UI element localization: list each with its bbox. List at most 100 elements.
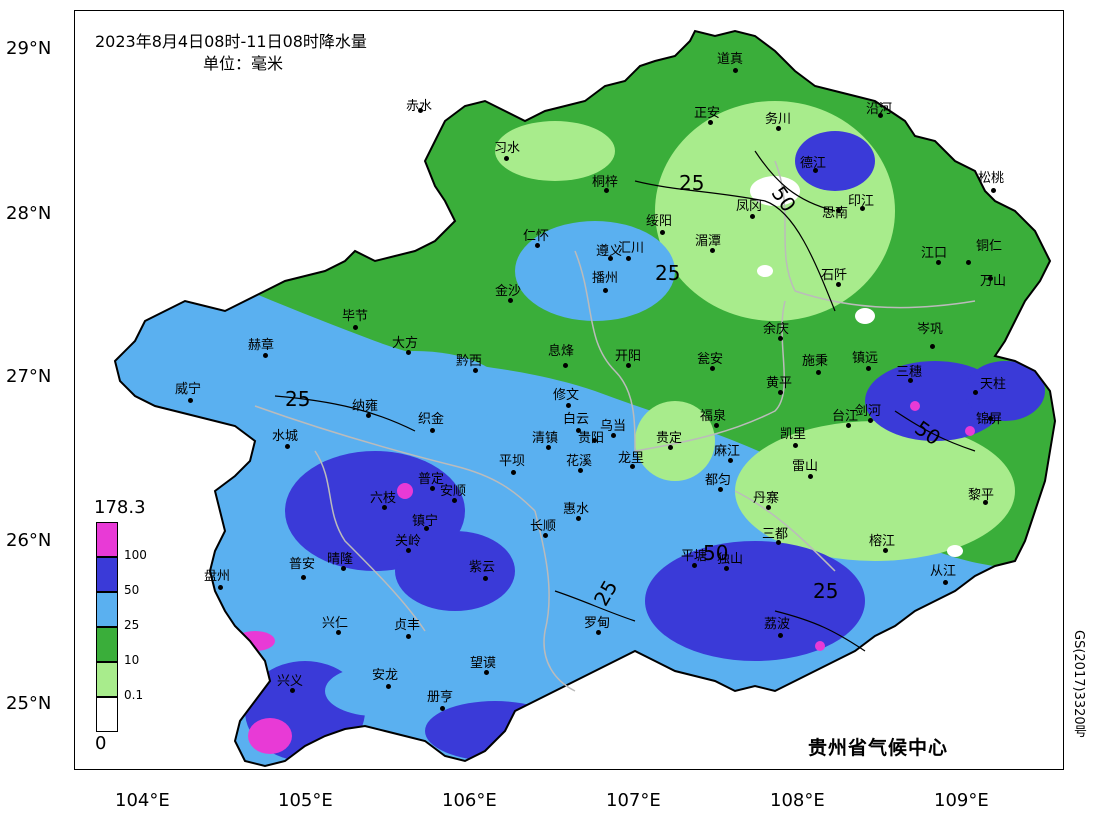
city-marker: [301, 575, 306, 580]
city-label: 沿河: [866, 102, 893, 117]
precipitation-map: [113, 29, 1057, 768]
city-label: 麻江: [714, 444, 741, 459]
city-label: 湄潭: [695, 234, 722, 249]
lat-label-29: 29°N: [6, 38, 52, 59]
city-label: 普定: [418, 472, 445, 487]
city-marker: [776, 540, 781, 545]
legend-label: 100: [124, 548, 147, 562]
city-marker: [766, 505, 771, 510]
city-marker: [930, 344, 935, 349]
city-marker: [808, 474, 813, 479]
city-marker: [714, 423, 719, 428]
city-label: 务川: [765, 112, 792, 127]
city-label: 水城: [272, 429, 299, 444]
city-marker: [576, 516, 581, 521]
city-label: 正安: [694, 106, 721, 121]
city-marker: [440, 706, 445, 711]
city-label: 榕江: [869, 534, 896, 549]
city-label: 播州: [592, 271, 619, 286]
legend-swatch: [96, 627, 118, 662]
city-marker: [868, 418, 873, 423]
city-label: 乌当: [600, 419, 627, 434]
city-label: 金沙: [495, 284, 522, 299]
city-label: 罗甸: [584, 616, 611, 631]
city-label: 遵义: [596, 244, 623, 259]
city-label: 贵阳: [578, 431, 605, 446]
map-frame: 25 50 25 25 50 50 25 25: [74, 10, 1064, 770]
lat-label-26: 26°N: [6, 530, 52, 551]
city-marker: [626, 256, 631, 261]
province-boundary: [113, 29, 1057, 768]
legend-swatch: [96, 697, 118, 732]
city-label: 花溪: [566, 454, 593, 469]
city-marker: [341, 566, 346, 571]
city-label: 织金: [418, 412, 445, 427]
city-marker: [988, 416, 993, 421]
city-marker: [816, 370, 821, 375]
city-marker: [966, 260, 971, 265]
legend-swatch: [96, 662, 118, 697]
city-label: 修文: [553, 388, 580, 403]
prefecture-boundaries: [254, 160, 976, 692]
city-label: 纳雍: [352, 399, 379, 414]
city-marker: [860, 206, 865, 211]
city-marker: [604, 188, 609, 193]
city-label: 清镇: [532, 431, 559, 446]
city-label: 德江: [800, 156, 827, 171]
city-marker: [908, 378, 913, 383]
city-marker: [452, 498, 457, 503]
city-label: 福泉: [700, 409, 727, 424]
city-label: 平坝: [499, 454, 526, 469]
city-label: 绥阳: [646, 214, 673, 229]
city-label: 岑巩: [917, 322, 944, 337]
city-marker: [988, 276, 993, 281]
legend-min-value: 0: [95, 733, 107, 754]
city-marker: [750, 214, 755, 219]
city-label: 晴隆: [327, 552, 354, 567]
lon-label-108: 108°E: [770, 790, 825, 811]
city-label: 丹寨: [753, 491, 780, 506]
city-label: 三穗: [896, 365, 923, 380]
city-marker: [973, 390, 978, 395]
lat-label-27: 27°N: [6, 366, 52, 387]
city-marker: [543, 533, 548, 538]
city-marker: [878, 113, 883, 118]
city-label: 威宁: [175, 382, 202, 397]
contour-lines: [274, 150, 976, 652]
city-marker: [630, 464, 635, 469]
city-marker: [611, 433, 616, 438]
city-marker: [535, 243, 540, 248]
city-label: 惠水: [563, 502, 590, 517]
city-marker: [578, 468, 583, 473]
city-marker: [660, 230, 665, 235]
city-label: 仁怀: [523, 229, 550, 244]
legend-label: 25: [124, 618, 140, 632]
city-label: 龙里: [618, 451, 645, 466]
city-marker: [406, 350, 411, 355]
credit-label: 贵州省气候中心: [808, 737, 949, 759]
city-label: 六枝: [370, 491, 397, 506]
legend-max-value: 178.3: [94, 497, 146, 518]
city-label: 平塘: [681, 549, 708, 564]
city-label: 桐梓: [592, 175, 619, 190]
city-marker: [188, 398, 193, 403]
city-marker: [386, 684, 391, 689]
city-marker: [406, 548, 411, 553]
city-label: 余庆: [763, 322, 790, 337]
legend-label: 50: [124, 583, 140, 597]
city-marker: [336, 630, 341, 635]
city-label: 息烽: [548, 344, 575, 359]
city-label: 贞丰: [394, 618, 421, 633]
city-label: 荔波: [764, 617, 791, 632]
city-label: 石阡: [821, 268, 848, 283]
city-marker: [576, 428, 581, 433]
city-label: 安龙: [372, 668, 399, 683]
city-label: 黔西: [456, 354, 483, 369]
city-marker: [692, 563, 697, 568]
city-marker: [883, 548, 888, 553]
city-marker: [596, 630, 601, 635]
city-marker: [508, 298, 513, 303]
city-marker: [592, 438, 597, 443]
city-label: 从江: [930, 564, 957, 579]
city-label: 黎平: [968, 488, 995, 503]
